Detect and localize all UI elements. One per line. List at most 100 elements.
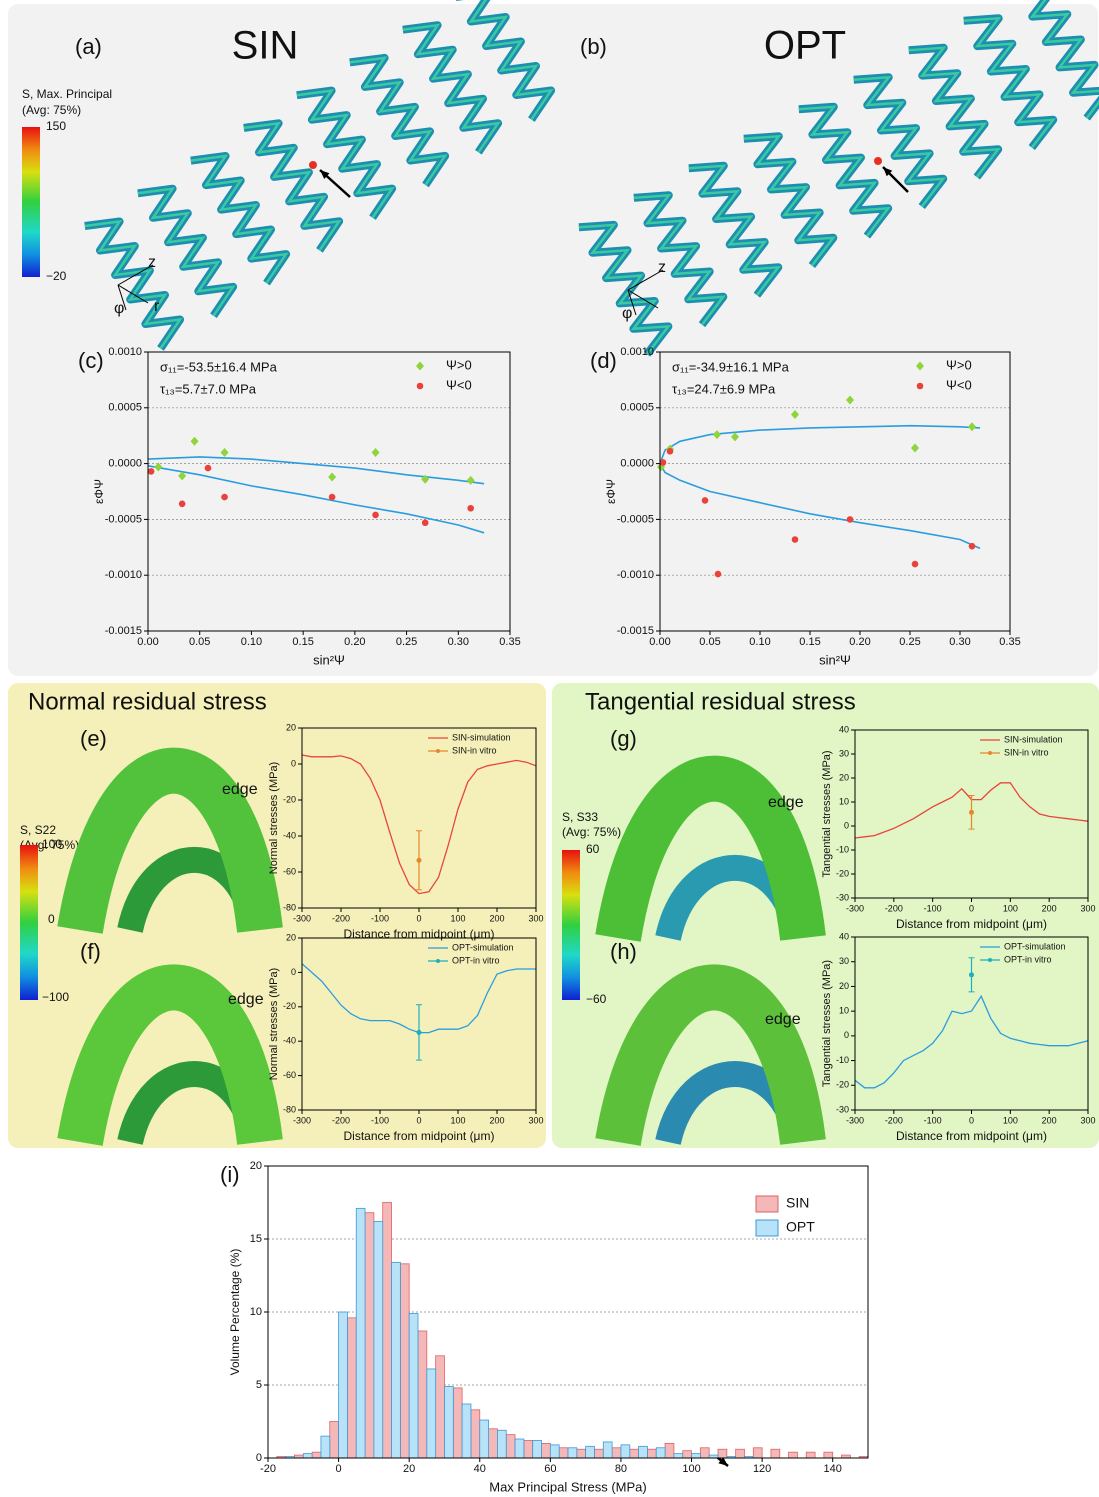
y-tick-label: -0.0015 [105,625,142,637]
legend-label: OPT-in vitro [452,955,500,965]
x-tick-label: 100 [450,1115,465,1125]
y-tick-label: -60 [283,1070,296,1080]
bar [788,1451,798,1459]
x-tick-label: 20 [403,1463,415,1475]
stent-strut-highlight [243,121,342,252]
x-tick-label: 0.20 [849,636,870,648]
point [969,809,974,815]
point [421,519,429,527]
colorbar [22,127,40,277]
point [467,504,474,512]
bar [567,1447,578,1459]
x-tick-label: 200 [489,913,504,923]
bar [391,1261,401,1459]
x-tick-label: 0.25 [899,636,920,648]
y-tick-label: -20 [283,794,296,804]
bar [638,1445,648,1459]
bar [805,1451,816,1459]
legend-swatch [988,751,992,755]
colorbar-label: 0 [48,912,55,926]
stent-strut-highlight [633,193,726,326]
colorbar-title: (Avg: 75%) [22,103,81,117]
x-tick-label: 0.30 [448,636,469,648]
panel-title: OPT [764,24,846,68]
point [221,493,228,501]
legend-label: OPT-simulation [452,942,514,952]
bar [549,1444,560,1459]
x-tick-label: 0.20 [344,636,365,648]
colorbar-title: S, S33 [562,810,598,824]
bar [647,1448,657,1459]
x-tick-label: 40 [474,1463,486,1475]
x-tick-label: 200 [1042,1115,1057,1125]
top-panel-bg [8,4,1098,676]
bar [470,1409,481,1459]
hot-spot [309,161,317,169]
colorbar-label: 100 [42,837,62,851]
stent-strut-highlight [349,56,448,186]
y-tick-label: 0 [291,758,296,768]
bar [717,1448,728,1459]
x-tick-label: 0.10 [241,636,262,648]
point [416,361,424,371]
stent-strut-highlight [190,154,289,284]
bar [691,1453,701,1459]
x-tick-label: -300 [846,1115,864,1125]
bar [558,1447,569,1459]
stent-strut-highlight [743,134,836,267]
y-tick-label: -80 [283,902,296,912]
x-axis-label: Distance from midpoint (μm) [896,917,1047,931]
y-tick-label: 0.0000 [620,458,654,470]
panel-label: (f) [80,939,101,964]
bar [523,1440,534,1459]
stent-strut-highlight [908,46,1001,178]
section-title: Tangential residual stress [585,688,856,715]
bar [311,1451,322,1459]
y-tick-label: 0 [256,1452,262,1464]
legend-swatch [436,749,440,753]
point [416,382,424,390]
bar [602,1441,613,1459]
x-tick-label: 140 [824,1463,842,1475]
x-tick-label: 0 [969,1115,974,1125]
point [328,493,336,501]
bar [532,1440,542,1459]
colorbar-label: −20 [46,269,67,283]
y-tick-label: -0.0010 [617,569,654,581]
pointer-arrow-head [718,1457,728,1466]
point [416,857,422,863]
x-tick-label: 200 [489,1115,504,1125]
bar [664,1443,675,1459]
x-tick-label: 60 [544,1463,556,1475]
y-tick-label: 10 [839,796,849,806]
plot-frame [854,729,1089,899]
section-title: Normal residual stress [28,688,267,715]
y-tick-label: -0.0015 [617,625,654,637]
legend-label: OPT [786,1219,815,1235]
stent-strut-highlight [578,223,672,355]
x-tick-label: -200 [885,1115,903,1125]
point [659,459,667,466]
bar [320,1435,331,1459]
legend-label: OPT-in vitro [1004,954,1052,964]
x-tick-label: 300 [528,913,543,923]
x-tick-label: -20 [260,1463,276,1475]
point [154,462,163,472]
x-axis-label: sin²Ψ [819,652,851,667]
legend-label: Ψ>0 [446,357,472,372]
strut-arch [57,964,283,1146]
bar [373,1221,384,1459]
bar [302,1453,313,1459]
x-tick-label: 0.30 [949,636,970,648]
bar [382,1202,392,1459]
panel-label: (c) [78,348,104,373]
panel-label: (i) [220,1162,240,1187]
colorbar-label: −60 [586,992,607,1006]
strut-arch [57,747,283,934]
panel-label: (b) [580,34,607,59]
stent-strut-highlight [137,187,236,317]
y-tick-label: 10 [250,1306,262,1318]
point [371,447,380,457]
strut-arch [595,755,826,942]
colorbar-title: (Avg: 75%) [562,825,621,839]
